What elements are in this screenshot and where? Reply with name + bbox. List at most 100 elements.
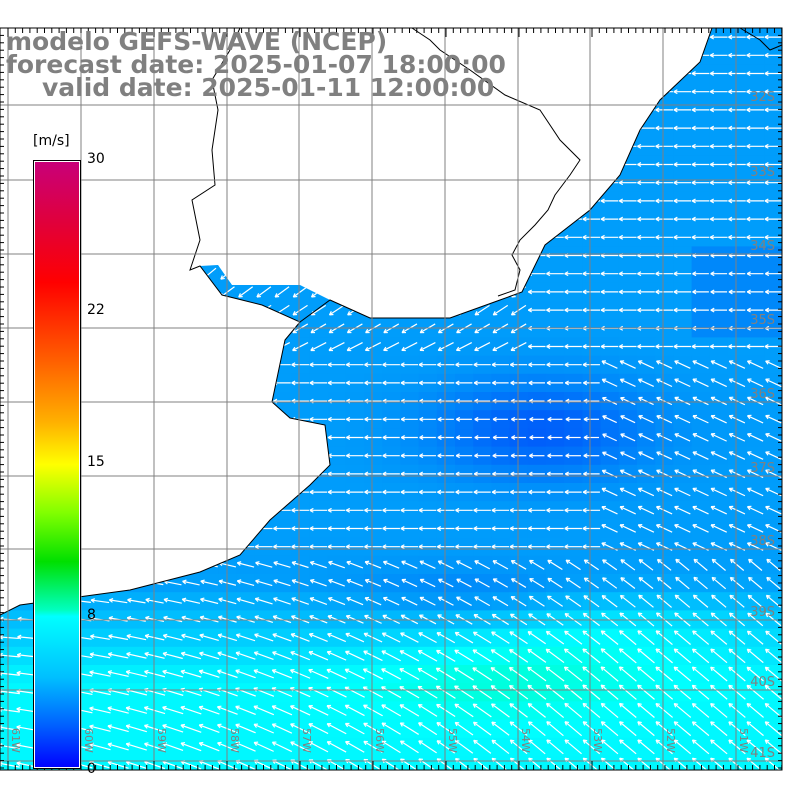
wind-arrow — [200, 453, 218, 459]
wind-cell — [109, 464, 128, 484]
wind-cell — [145, 392, 165, 411]
wind-cell — [163, 464, 183, 484]
wind-cell — [400, 282, 420, 302]
wind-arrow — [312, 175, 325, 191]
wind-cell — [236, 392, 256, 411]
wind-cell — [91, 555, 110, 575]
wind-cell — [218, 319, 238, 338]
wind-cell — [473, 191, 492, 211]
wind-arrow — [458, 193, 470, 209]
wind-cell — [91, 410, 110, 429]
wind-arrow — [241, 120, 251, 137]
wind-arrow — [163, 362, 182, 368]
wind-cell — [473, 246, 492, 266]
wind-cell — [145, 428, 165, 448]
wind-arrow — [77, 138, 87, 155]
wind-arrow — [331, 175, 343, 191]
wind-cell — [0, 392, 19, 411]
wind-arrow — [527, 162, 546, 167]
wind-cell — [109, 301, 128, 320]
wind-cell — [0, 592, 19, 611]
wind-cell — [546, 64, 565, 84]
wind-cell — [400, 173, 420, 193]
wind-arrow — [384, 212, 398, 227]
wind-cell — [455, 228, 474, 247]
wind-cell — [273, 210, 292, 229]
wind-arrow — [91, 380, 109, 386]
wind-arrow — [110, 304, 126, 316]
wind-arrow — [493, 249, 508, 262]
wind-cell — [273, 446, 292, 466]
wind-arrow — [438, 267, 453, 280]
wind-arrow — [403, 175, 416, 191]
wind-cell — [637, 82, 656, 102]
wind-cell — [218, 155, 238, 175]
wind-cell — [0, 264, 19, 284]
wind-cell — [182, 337, 201, 357]
wind-arrow — [127, 579, 146, 586]
wind-arrow — [457, 230, 471, 245]
wind-cell — [564, 46, 583, 65]
wind-cell — [382, 210, 401, 229]
wind-arrow — [618, 52, 637, 58]
wind-cell — [473, 155, 492, 175]
wind-cell — [218, 137, 238, 156]
lon-label: 51W — [737, 728, 750, 753]
wind-arrow — [256, 249, 271, 262]
wind-cell — [273, 483, 292, 502]
wind-arrow — [367, 156, 379, 173]
wind-cell — [364, 191, 383, 211]
wind-cell — [109, 501, 128, 520]
wind-arrow — [130, 212, 143, 227]
wind-arrow — [383, 286, 399, 298]
wind-arrow — [182, 380, 200, 386]
wind-arrow — [20, 249, 35, 262]
wind-arrow — [277, 138, 287, 155]
wind-cell — [582, 119, 602, 138]
wind-cell — [200, 355, 219, 375]
wind-cell — [273, 264, 292, 284]
wind-cell — [273, 155, 292, 175]
colorbar-tick: 15 — [87, 454, 105, 470]
wind-cell — [400, 137, 420, 156]
wind-arrow — [0, 544, 18, 550]
wind-cell — [145, 100, 165, 120]
wind-arrow — [309, 453, 328, 459]
wind-cell — [127, 446, 147, 466]
wind-arrow — [145, 380, 164, 386]
wind-cell — [455, 119, 474, 138]
wind-arrow — [458, 156, 470, 173]
wind-arrow — [91, 471, 109, 477]
wind-arrow — [495, 156, 506, 173]
wind-cell — [618, 119, 638, 138]
wind-arrow — [527, 180, 546, 186]
wind-arrow — [166, 193, 179, 209]
wind-cell — [436, 228, 456, 247]
wind-arrow — [2, 230, 16, 245]
lat-label: 41S — [750, 746, 775, 761]
lat-label: 33S — [750, 165, 775, 180]
wind-arrow — [348, 230, 362, 245]
wind-arrow — [1, 267, 17, 280]
wind-cell — [345, 228, 365, 247]
wind-arrow — [494, 193, 507, 209]
wind-arrow — [145, 507, 164, 513]
wind-cell — [163, 155, 183, 175]
wind-cell — [455, 155, 474, 175]
wind-arrow — [0, 471, 18, 477]
wind-arrow — [149, 138, 160, 155]
wind-cell — [400, 210, 420, 229]
wind-cell — [564, 64, 583, 84]
wind-cell — [182, 555, 201, 575]
wind-arrow — [110, 286, 126, 298]
wind-arrow — [329, 249, 344, 262]
wind-cell — [491, 210, 511, 229]
wind-arrow — [258, 156, 270, 173]
wind-cell — [309, 137, 329, 156]
wind-cell — [145, 246, 165, 266]
wind-arrow — [618, 107, 637, 113]
wind-arrow — [402, 267, 417, 280]
wind-arrow — [384, 249, 399, 262]
wind-cell — [200, 210, 219, 229]
wind-cell — [182, 119, 201, 138]
